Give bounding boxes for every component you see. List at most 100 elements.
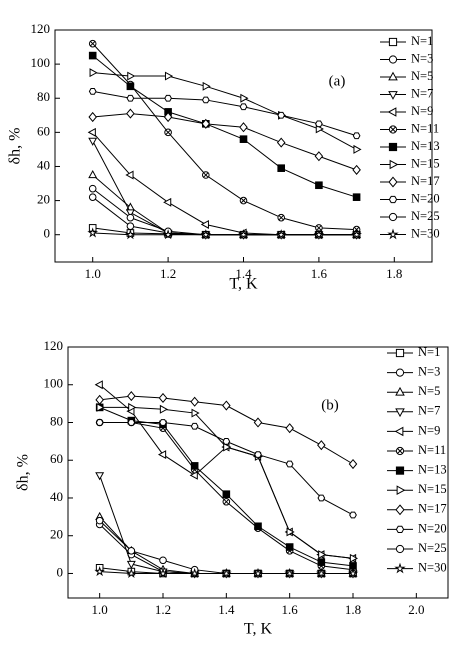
marker: [352, 132, 361, 140]
marker: [126, 213, 135, 222]
marker: [239, 122, 248, 133]
series-line: [99, 384, 354, 559]
marker: [285, 460, 294, 468]
panel-label: (a): [329, 73, 346, 89]
marker: [95, 419, 104, 426]
marker: [95, 472, 105, 481]
legend-label: N=7: [411, 86, 433, 100]
marker: [285, 543, 294, 551]
marker: [88, 137, 98, 146]
marker: [87, 227, 99, 238]
marker: [315, 567, 327, 579]
marker: [95, 516, 104, 525]
marker: [159, 556, 167, 565]
marker: [126, 222, 135, 230]
marker: [158, 392, 168, 404]
marker: [95, 394, 104, 405]
marker-cross: [90, 40, 96, 47]
marker: [351, 229, 362, 240]
marker: [388, 212, 398, 222]
x-tick-label: 1.2: [160, 266, 176, 281]
marker: [125, 229, 136, 240]
marker: [388, 55, 398, 64]
legend-label: N=20: [411, 191, 440, 205]
y-tick-label: 80: [37, 89, 50, 104]
legend-label: N=17: [418, 502, 447, 516]
marker: [348, 458, 358, 470]
marker-cross: [223, 499, 229, 505]
marker-cross: [316, 225, 322, 231]
panel-label: (b): [321, 397, 339, 413]
marker: [127, 547, 136, 555]
x-tick-label: 1.6: [282, 602, 299, 617]
marker: [395, 408, 405, 418]
marker: [190, 396, 199, 407]
marker: [201, 96, 210, 104]
marker: [395, 544, 405, 554]
marker: [238, 229, 249, 240]
marker: [347, 567, 359, 579]
y-axis-label: δh, %: [15, 454, 32, 491]
legend-label: N=3: [411, 51, 433, 65]
y-tick-label: 40: [37, 157, 50, 172]
legend-label: N=15: [411, 156, 440, 170]
marker: [240, 93, 249, 103]
marker: [126, 82, 135, 91]
marker: [254, 451, 262, 458]
marker: [277, 213, 286, 222]
y-tick-label: 100: [44, 376, 64, 391]
marker: [127, 391, 136, 402]
marker: [163, 197, 172, 207]
marker: [388, 125, 398, 134]
marker: [252, 567, 264, 579]
marker: [388, 142, 398, 152]
marker: [285, 423, 294, 434]
marker: [275, 229, 287, 240]
marker: [388, 91, 398, 100]
legend-label: N=30: [418, 560, 447, 574]
x-tick-label: 1.8: [386, 266, 402, 281]
y-tick-label: 0: [44, 226, 51, 241]
marker: [276, 137, 286, 148]
marker: [388, 176, 398, 188]
marker: [388, 37, 398, 47]
x-tick-label: 2.0: [408, 602, 424, 617]
marker: [395, 504, 405, 516]
legend-label: N=25: [418, 541, 447, 555]
marker: [349, 511, 357, 519]
marker: [201, 118, 211, 129]
plot-frame: [67, 346, 449, 599]
marker: [395, 368, 405, 377]
x-tick-label: 1.6: [311, 266, 328, 281]
marker: [352, 164, 361, 175]
marker: [189, 470, 198, 480]
legend-label: N=11: [418, 443, 446, 457]
marker: [126, 560, 136, 570]
marker: [88, 170, 98, 179]
marker: [125, 567, 137, 579]
marker: [220, 567, 232, 579]
y-tick-label: 20: [50, 527, 63, 542]
y-tick-label: 0: [57, 564, 64, 579]
x-tick-label: 1.4: [235, 266, 252, 281]
marker: [159, 419, 167, 426]
legend-label: N=13: [418, 462, 447, 476]
marker: [394, 562, 406, 574]
marker: [239, 103, 248, 111]
marker: [88, 184, 97, 193]
series-line: [99, 524, 353, 574]
marker: [202, 171, 210, 179]
marker: [387, 107, 397, 117]
marker: [127, 419, 136, 426]
y-tick-label: 80: [50, 413, 63, 428]
marker: [314, 151, 324, 162]
marker: [222, 438, 231, 445]
marker: [88, 39, 97, 48]
marker: [88, 51, 97, 60]
marker: [190, 422, 199, 430]
marker: [88, 111, 97, 123]
marker: [127, 71, 136, 81]
marker: [94, 380, 103, 390]
marker: [253, 417, 263, 428]
